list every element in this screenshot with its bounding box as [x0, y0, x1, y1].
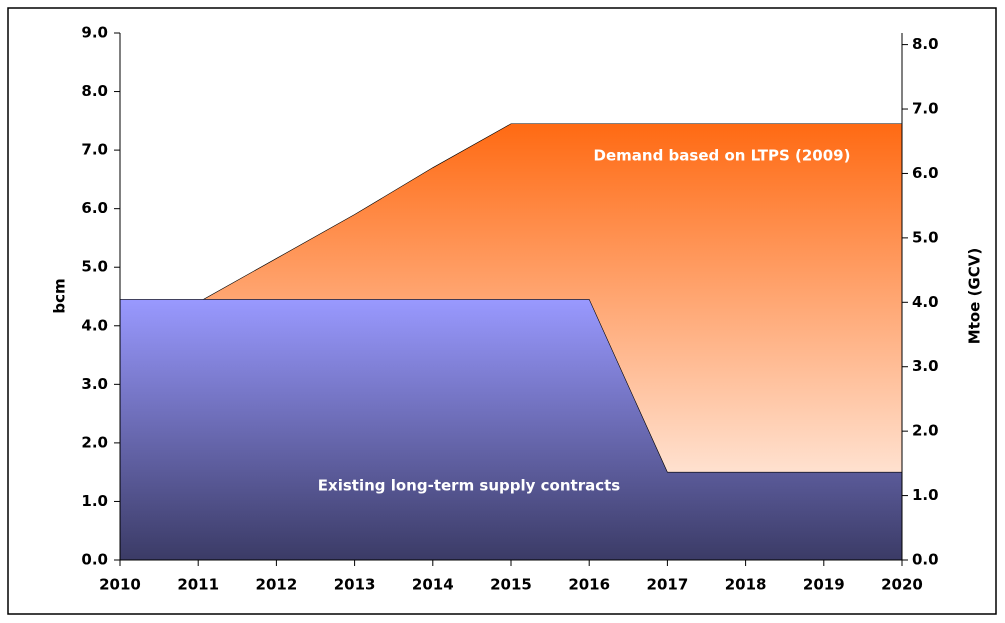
y-tick-label: 2.0 — [81, 433, 108, 451]
y2-tick-label: 5.0 — [912, 228, 939, 246]
x-tick-label: 2011 — [177, 576, 219, 594]
y-tick-label: 0.0 — [81, 551, 108, 569]
y2-tick-label: 4.0 — [912, 293, 939, 311]
x-tick-label: 2014 — [412, 576, 454, 594]
y2-tick-label: 7.0 — [912, 100, 939, 118]
x-tick-label: 2013 — [334, 576, 376, 594]
y-tick-label: 4.0 — [81, 316, 108, 334]
x-tick-label: 2017 — [647, 576, 689, 594]
y2-tick-label: 0.0 — [912, 551, 939, 569]
y2-axis-label: Mtoe (GCV) — [966, 248, 984, 344]
y2-tick-label: 3.0 — [912, 357, 939, 375]
y2-tick-label: 1.0 — [912, 486, 939, 504]
x-tick-label: 2012 — [256, 576, 298, 594]
y2-tick-label: 6.0 — [912, 164, 939, 182]
y-tick-label: 1.0 — [81, 492, 108, 510]
x-tick-label: 2016 — [568, 576, 610, 594]
series-label: Demand based on LTPS (2009) — [594, 147, 851, 165]
x-tick-label: 2020 — [881, 576, 923, 594]
y-tick-label: 5.0 — [81, 258, 108, 276]
y2-tick-label: 2.0 — [912, 422, 939, 440]
y-axis-label: bcm — [51, 278, 69, 313]
y-tick-label: 7.0 — [81, 141, 108, 159]
y-tick-label: 9.0 — [81, 24, 108, 42]
x-tick-label: 2010 — [99, 576, 141, 594]
x-tick-label: 2018 — [725, 576, 767, 594]
x-tick-label: 2015 — [490, 576, 532, 594]
area — [119, 299, 903, 561]
x-tick-label: 2019 — [803, 576, 845, 594]
y2-tick-label: 8.0 — [912, 35, 939, 53]
y-tick-label: 3.0 — [81, 375, 108, 393]
y-tick-label: 8.0 — [81, 82, 108, 100]
y-tick-label: 6.0 — [81, 199, 108, 217]
series-label: Existing long-term supply contracts — [318, 477, 620, 495]
